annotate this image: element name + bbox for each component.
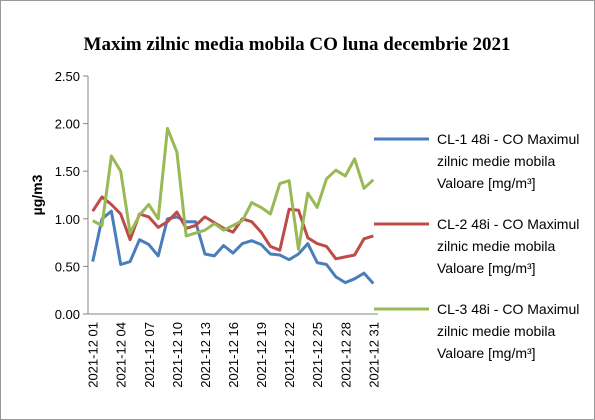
- series-line: [91, 209, 375, 285]
- y-tick-label: 1.50: [55, 164, 80, 179]
- legend-label: CL-2 48i - CO Maximul zilnic medie mobil…: [437, 216, 580, 276]
- x-tick-label: 2021-12 07: [142, 322, 157, 388]
- y-tick-label: 2.00: [55, 117, 80, 132]
- x-tick-label: 2021-12 10: [170, 322, 185, 388]
- y-tick-label: 2.50: [55, 69, 80, 84]
- x-tick-label: 2021-12 19: [254, 322, 269, 388]
- y-tick-label: 1.00: [55, 212, 80, 227]
- x-tick-label: 2021-12 13: [198, 322, 213, 388]
- x-tick-label: 2021-12 04: [114, 322, 129, 388]
- legend-label: CL-1 48i - CO Maximul zilnic medie mobil…: [437, 131, 580, 191]
- x-tick-label: 2021-12 01: [86, 322, 101, 388]
- x-tick-label: 2021-12 22: [282, 322, 297, 388]
- x-tick-label: 2021-12 16: [226, 322, 241, 388]
- x-tick-label: 2021-12 31: [366, 322, 381, 388]
- y-tick-label: 0.50: [55, 259, 80, 274]
- chart-title: Maxim zilnic media mobila CO luna decemb…: [84, 34, 511, 55]
- series-line: [92, 126, 375, 251]
- y-axis-label: µg/m3: [29, 174, 45, 215]
- x-tick-label: 2021-12 28: [338, 322, 353, 388]
- x-tick-label: 2021-12 25: [310, 322, 325, 388]
- legend-label: CL-3 48i - CO Maximul zilnic medie mobil…: [437, 301, 580, 361]
- y-tick-label: 0.00: [55, 307, 80, 322]
